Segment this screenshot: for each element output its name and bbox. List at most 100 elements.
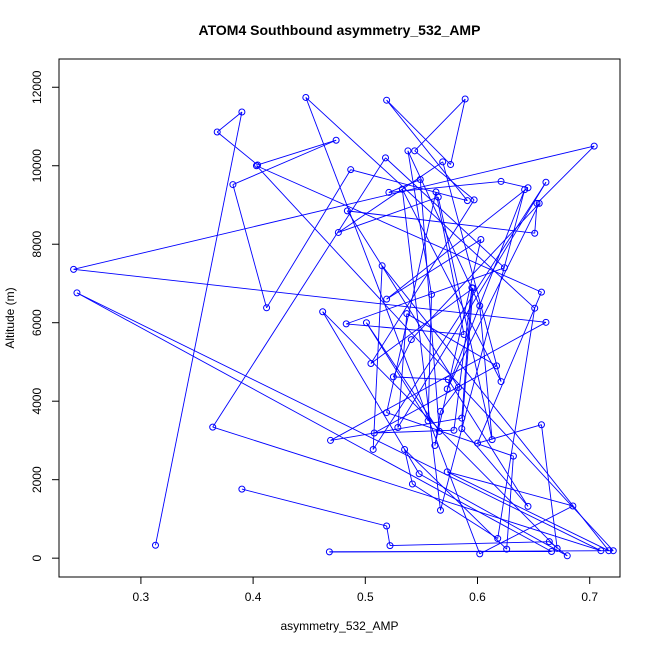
series-line-segment <box>76 292 552 552</box>
chart-title: ATOM4 Southbound asymmetry_532_AMP <box>199 22 481 38</box>
data-point <box>367 360 375 368</box>
series-line-segment <box>370 199 475 364</box>
series-line-segment <box>386 99 451 165</box>
data-point <box>605 547 613 555</box>
data-point <box>383 409 391 417</box>
data-point <box>524 184 532 192</box>
series-line-segment <box>322 311 558 549</box>
x-tick-label: 0.5 <box>357 590 374 604</box>
data-point <box>407 336 415 344</box>
series-line-segment <box>477 291 542 444</box>
series-line-segment <box>256 165 542 293</box>
series-line-segment <box>155 111 243 546</box>
x-tick-label: 0.7 <box>581 590 598 604</box>
data-point <box>302 93 310 101</box>
data-point <box>370 429 378 437</box>
series-line-segment <box>406 313 497 367</box>
data-point <box>327 436 335 444</box>
series-line-segment <box>407 150 481 307</box>
series-line-segment <box>393 376 449 381</box>
series-line-segment <box>374 365 497 434</box>
series-line-segment <box>461 287 473 419</box>
x-axis-label: asymmetry_532_AMP <box>280 619 398 633</box>
series-line-segment <box>329 550 614 553</box>
data-point <box>597 547 605 555</box>
y-tick-label: 8000 <box>30 231 44 258</box>
series-line-segment <box>477 424 542 444</box>
series-line-segment <box>461 428 529 507</box>
data-point <box>463 197 471 205</box>
series-line-segment <box>305 97 536 309</box>
data-point <box>503 545 511 553</box>
data-point <box>542 178 550 186</box>
data-point <box>521 186 529 194</box>
series-line-segment <box>257 139 337 166</box>
series-line-segment <box>266 169 352 309</box>
series-line-segment <box>447 471 573 507</box>
data-point <box>488 436 496 444</box>
data-point <box>476 550 484 558</box>
data-point <box>325 548 333 556</box>
data-point <box>545 538 553 546</box>
plot-area <box>58 58 621 578</box>
data-point <box>468 284 476 292</box>
series-line-segment <box>397 181 547 428</box>
data-point <box>444 376 452 384</box>
data-point <box>398 185 406 193</box>
data-point <box>476 302 484 310</box>
series-line-segment <box>346 267 505 325</box>
data-point <box>73 289 81 297</box>
series-line-segment <box>232 139 337 185</box>
data-point <box>70 265 78 273</box>
data-point <box>443 468 451 476</box>
series-line-segment <box>388 179 421 193</box>
series-line-segment <box>440 387 459 412</box>
series-line-segment <box>453 287 473 431</box>
series-line-segment <box>386 191 437 413</box>
series-line-segment <box>386 99 468 201</box>
series-line-segment <box>241 488 387 527</box>
data-point <box>432 188 440 196</box>
data-point <box>383 522 391 530</box>
data-point <box>382 154 390 162</box>
series-line-segment <box>437 197 493 440</box>
data-point <box>542 318 550 326</box>
series-line-segment <box>385 157 505 269</box>
series-line-segment <box>419 179 440 432</box>
series-line-segment <box>216 111 243 133</box>
series-line-segment <box>446 203 540 390</box>
series-line-segment <box>330 321 547 441</box>
data-point <box>401 445 409 453</box>
series-line-segment <box>536 145 595 204</box>
data-point <box>509 452 517 460</box>
data-point <box>369 445 377 453</box>
series-line-segment <box>401 189 441 511</box>
y-tick-label: 6000 <box>30 309 44 336</box>
data-point <box>500 264 508 272</box>
data-point <box>436 506 444 514</box>
series-line-segment <box>414 150 475 201</box>
series-line-segment <box>541 424 558 549</box>
series-line-segment <box>497 308 536 539</box>
series-line-segment <box>461 288 474 429</box>
series-line-segment <box>401 189 502 382</box>
data-point <box>415 470 423 478</box>
data-point <box>497 177 505 185</box>
data-point <box>524 502 532 510</box>
data-point <box>474 439 482 447</box>
data-point <box>334 228 342 236</box>
series-line-segment <box>216 131 258 166</box>
series-line-segment <box>73 268 546 323</box>
data-point <box>385 188 393 196</box>
series-line-segment <box>212 426 602 552</box>
data-point <box>332 136 340 144</box>
series-line-segment <box>442 161 502 382</box>
series-line-segment <box>212 157 386 428</box>
series-line-segment <box>397 313 408 428</box>
series-line-segment <box>256 165 614 552</box>
series-line-segment <box>447 471 609 552</box>
y-tick-label: 0 <box>30 555 44 562</box>
series-line-segment <box>479 505 574 555</box>
y-axis: 0 2000 4000 6000 8000 10000 12000 <box>30 70 60 562</box>
